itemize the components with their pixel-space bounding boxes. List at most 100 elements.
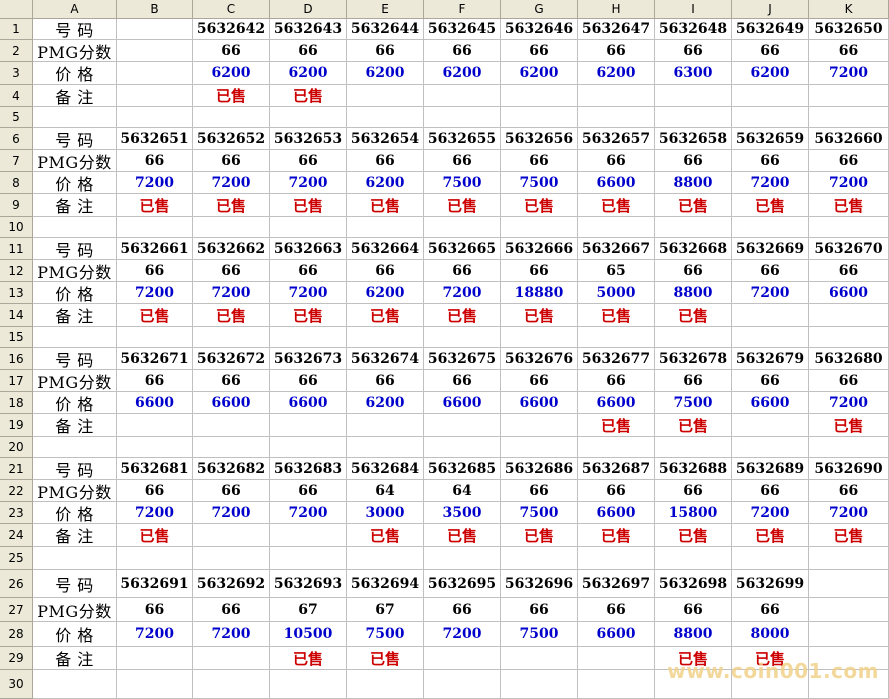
cell-f22[interactable]: 64 [424,480,501,502]
cell-f1[interactable]: 5632645 [424,19,501,40]
cell-h13[interactable]: 5000 [578,282,655,304]
cell-g24[interactable]: 已售 [501,524,578,547]
row-header-16[interactable]: 16 [0,348,33,370]
cell-k28[interactable] [809,622,889,647]
select-all-corner[interactable] [0,0,33,19]
cell-k5[interactable] [809,107,889,128]
cell-b30[interactable] [117,670,193,699]
cell-e9[interactable]: 已售 [347,194,424,217]
cell-e14[interactable]: 已售 [347,304,424,327]
cell-f10[interactable] [424,217,501,238]
cell-i4[interactable] [655,85,732,107]
cell-j3[interactable]: 6200 [732,62,809,85]
cell-k20[interactable] [809,437,889,458]
cell-k19[interactable]: 已售 [809,414,889,437]
cell-i21[interactable]: 5632688 [655,458,732,480]
cell-g12[interactable]: 66 [501,260,578,282]
cell-c20[interactable] [193,437,270,458]
cell-j10[interactable] [732,217,809,238]
cell-a3[interactable]: 价 格 [33,62,117,85]
cell-j30[interactable] [732,670,809,699]
cell-i22[interactable]: 66 [655,480,732,502]
cell-j21[interactable]: 5632689 [732,458,809,480]
cell-k13[interactable]: 6600 [809,282,889,304]
cell-a24[interactable]: 备 注 [33,524,117,547]
cell-e30[interactable] [347,670,424,699]
cell-a23[interactable]: 价 格 [33,502,117,524]
cell-i5[interactable] [655,107,732,128]
cell-j11[interactable]: 5632669 [732,238,809,260]
cell-a22[interactable]: PMG分数 [33,480,117,502]
cell-f13[interactable]: 7200 [424,282,501,304]
cell-d17[interactable]: 66 [270,370,347,392]
cell-j16[interactable]: 5632679 [732,348,809,370]
cell-h20[interactable] [578,437,655,458]
cell-i7[interactable]: 66 [655,150,732,172]
cell-g21[interactable]: 5632686 [501,458,578,480]
row-header-17[interactable]: 17 [0,370,33,392]
cell-h17[interactable]: 66 [578,370,655,392]
cell-b3[interactable] [117,62,193,85]
row-header-4[interactable]: 4 [0,85,33,107]
cell-a15[interactable] [33,327,117,348]
cell-b26[interactable]: 5632691 [117,570,193,598]
cell-h21[interactable]: 5632687 [578,458,655,480]
cell-k6[interactable]: 5632660 [809,128,889,150]
cell-f2[interactable]: 66 [424,40,501,62]
cell-b11[interactable]: 5632661 [117,238,193,260]
cell-e12[interactable]: 66 [347,260,424,282]
cell-j17[interactable]: 66 [732,370,809,392]
cell-b18[interactable]: 6600 [117,392,193,414]
cell-j23[interactable]: 7200 [732,502,809,524]
cell-e29[interactable]: 已售 [347,647,424,670]
cell-f28[interactable]: 7200 [424,622,501,647]
cell-d27[interactable]: 67 [270,598,347,622]
cell-a29[interactable]: 备 注 [33,647,117,670]
cell-k23[interactable]: 7200 [809,502,889,524]
row-header-18[interactable]: 18 [0,392,33,414]
cell-g10[interactable] [501,217,578,238]
cell-e4[interactable] [347,85,424,107]
row-header-25[interactable]: 25 [0,547,33,570]
cell-i13[interactable]: 8800 [655,282,732,304]
cell-f3[interactable]: 6200 [424,62,501,85]
cell-k14[interactable] [809,304,889,327]
cell-h3[interactable]: 6200 [578,62,655,85]
cell-a26[interactable]: 号 码 [33,570,117,598]
cell-d12[interactable]: 66 [270,260,347,282]
row-header-28[interactable]: 28 [0,622,33,647]
cell-e8[interactable]: 6200 [347,172,424,194]
row-header-19[interactable]: 19 [0,414,33,437]
cell-d5[interactable] [270,107,347,128]
cell-i16[interactable]: 5632678 [655,348,732,370]
cell-j27[interactable]: 66 [732,598,809,622]
cell-g23[interactable]: 7500 [501,502,578,524]
cell-j15[interactable] [732,327,809,348]
cell-g30[interactable] [501,670,578,699]
cell-e13[interactable]: 6200 [347,282,424,304]
cell-b5[interactable] [117,107,193,128]
cell-c6[interactable]: 5632652 [193,128,270,150]
row-header-23[interactable]: 23 [0,502,33,524]
cell-h1[interactable]: 5632647 [578,19,655,40]
cell-k12[interactable]: 66 [809,260,889,282]
cell-e6[interactable]: 5632654 [347,128,424,150]
cell-b23[interactable]: 7200 [117,502,193,524]
cell-b19[interactable] [117,414,193,437]
cell-h29[interactable] [578,647,655,670]
cell-f5[interactable] [424,107,501,128]
cell-d11[interactable]: 5632663 [270,238,347,260]
cell-e1[interactable]: 5632644 [347,19,424,40]
cell-b22[interactable]: 66 [117,480,193,502]
row-header-12[interactable]: 12 [0,260,33,282]
cell-d23[interactable]: 7200 [270,502,347,524]
column-header-e[interactable]: E [347,0,424,19]
cell-b15[interactable] [117,327,193,348]
row-header-24[interactable]: 24 [0,524,33,547]
cell-f4[interactable] [424,85,501,107]
cell-k15[interactable] [809,327,889,348]
cell-d15[interactable] [270,327,347,348]
cell-a7[interactable]: PMG分数 [33,150,117,172]
cell-i9[interactable]: 已售 [655,194,732,217]
row-header-3[interactable]: 3 [0,62,33,85]
